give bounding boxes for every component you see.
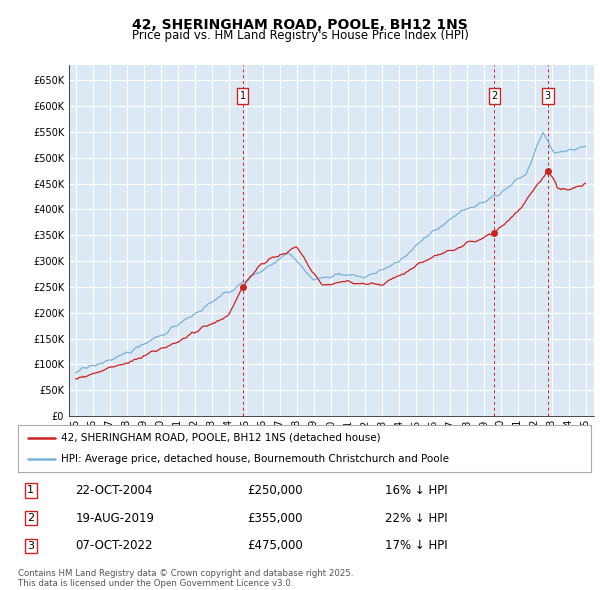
- Text: 07-OCT-2022: 07-OCT-2022: [76, 539, 153, 552]
- Text: £355,000: £355,000: [247, 512, 303, 525]
- Text: 16% ↓ HPI: 16% ↓ HPI: [385, 484, 448, 497]
- Text: 1: 1: [27, 485, 34, 495]
- Text: £250,000: £250,000: [247, 484, 303, 497]
- Text: This data is licensed under the Open Government Licence v3.0.: This data is licensed under the Open Gov…: [18, 579, 293, 588]
- Text: 42, SHERINGHAM ROAD, POOLE, BH12 1NS (detached house): 42, SHERINGHAM ROAD, POOLE, BH12 1NS (de…: [61, 432, 380, 442]
- Text: 2: 2: [491, 91, 497, 101]
- Text: Price paid vs. HM Land Registry's House Price Index (HPI): Price paid vs. HM Land Registry's House …: [131, 30, 469, 42]
- Text: Contains HM Land Registry data © Crown copyright and database right 2025.: Contains HM Land Registry data © Crown c…: [18, 569, 353, 578]
- Text: 1: 1: [239, 91, 246, 101]
- Text: 22% ↓ HPI: 22% ↓ HPI: [385, 512, 448, 525]
- Text: 42, SHERINGHAM ROAD, POOLE, BH12 1NS: 42, SHERINGHAM ROAD, POOLE, BH12 1NS: [132, 18, 468, 32]
- Text: 17% ↓ HPI: 17% ↓ HPI: [385, 539, 448, 552]
- Text: 22-OCT-2004: 22-OCT-2004: [76, 484, 153, 497]
- Text: 2: 2: [27, 513, 34, 523]
- Text: £475,000: £475,000: [247, 539, 303, 552]
- Text: 3: 3: [545, 91, 551, 101]
- Text: HPI: Average price, detached house, Bournemouth Christchurch and Poole: HPI: Average price, detached house, Bour…: [61, 454, 449, 464]
- Text: 3: 3: [27, 541, 34, 551]
- Text: 19-AUG-2019: 19-AUG-2019: [76, 512, 154, 525]
